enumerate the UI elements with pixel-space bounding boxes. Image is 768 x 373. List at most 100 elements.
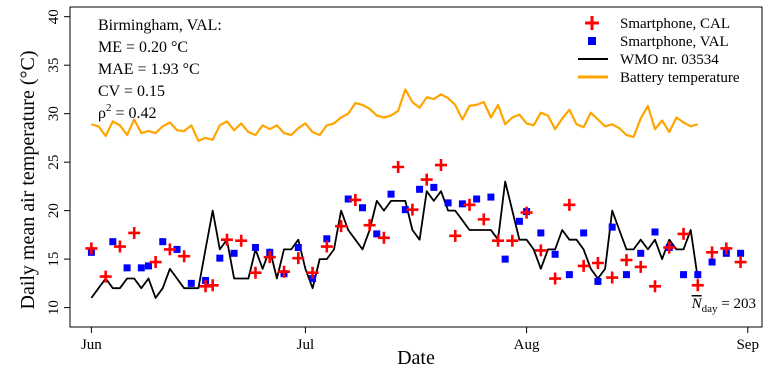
cal-point — [648, 280, 661, 293]
cal-point — [292, 252, 305, 265]
val-point — [580, 229, 588, 237]
val-point — [444, 199, 452, 207]
cal-point — [335, 220, 348, 233]
val-point — [737, 249, 745, 257]
val-point — [144, 262, 152, 270]
val-point — [487, 193, 495, 201]
cal-point — [634, 260, 647, 273]
cal-point — [520, 206, 533, 219]
cal-point — [363, 219, 376, 232]
cal-point — [563, 198, 576, 211]
cal-point — [506, 234, 519, 247]
legend-battery-label: Battery temperature — [620, 70, 740, 86]
val-point — [430, 183, 438, 191]
y-tick-label: 10 — [46, 300, 62, 315]
plot-frame — [69, 6, 763, 328]
val-point — [323, 235, 331, 243]
cal-point — [677, 227, 690, 240]
cal-point — [549, 272, 562, 285]
y-tick-label: 20 — [46, 203, 62, 218]
val-point — [137, 264, 145, 272]
stats-title: Birmingham, VAL: — [98, 17, 222, 34]
cal-point — [163, 243, 176, 256]
cal-point — [249, 266, 262, 279]
series-layer — [85, 88, 747, 299]
val-point — [358, 204, 366, 212]
cal-point — [577, 259, 590, 272]
legend-item-wmo: WMO nr. 03534 — [578, 52, 719, 68]
wmo-line — [90, 180, 699, 299]
val-point — [109, 238, 117, 246]
legend-cal-label: Smartphone, CAL — [620, 16, 730, 32]
stats-me: ME = 0.20 °C — [98, 39, 188, 56]
x-axis: Jun Jul Aug Sep — [81, 327, 759, 353]
legend-item-val: Smartphone, VAL — [588, 34, 729, 50]
val-point — [622, 271, 630, 279]
val-point — [680, 271, 688, 279]
cal-point — [263, 251, 276, 264]
val-point — [565, 271, 573, 279]
cal-point — [620, 254, 633, 267]
val-point — [551, 250, 559, 258]
legend-val-label: Smartphone, VAL — [620, 34, 729, 50]
legend-item-cal: Smartphone, CAL — [585, 16, 730, 32]
cal-point — [349, 193, 362, 206]
val-point — [594, 277, 602, 285]
cal-point — [406, 203, 419, 216]
cal-point — [206, 279, 219, 292]
y-tick-label: 35 — [46, 58, 62, 73]
val-point — [537, 229, 545, 237]
val-point — [473, 195, 481, 203]
val-point — [694, 271, 702, 279]
cal-point — [306, 266, 319, 279]
cal-point — [392, 161, 405, 173]
val-point — [651, 228, 659, 236]
cal-point — [534, 244, 547, 257]
cal-point — [178, 250, 191, 263]
cal-point — [420, 173, 433, 186]
val-point — [387, 190, 395, 198]
val-point — [123, 264, 131, 272]
x-tick-label: Jun — [81, 337, 102, 353]
cal-point — [691, 279, 704, 292]
cal-point — [663, 241, 676, 254]
y-tick-label: 40 — [46, 9, 62, 24]
val-point — [608, 223, 616, 231]
y-tick-label: 15 — [46, 252, 62, 267]
cal-point — [720, 242, 733, 255]
y-axis: 10 15 20 25 30 35 40 — [46, 9, 70, 315]
val-point — [401, 206, 409, 214]
val-point — [173, 245, 181, 253]
cal-point — [320, 240, 333, 253]
legend-item-battery: Battery temperature — [578, 70, 740, 86]
cal-point — [113, 240, 126, 253]
cal-point — [235, 234, 248, 247]
cal-point — [463, 198, 476, 211]
cal-point — [734, 256, 747, 269]
legend-cal-marker — [585, 16, 599, 30]
y-tick-label: 25 — [46, 155, 62, 170]
val-point — [159, 238, 167, 246]
val-point — [216, 254, 224, 262]
val-point — [187, 279, 195, 287]
y-tick-label: 30 — [46, 106, 62, 121]
cal-point — [99, 270, 112, 283]
stats-rho: ρ2 = 0.42 — [98, 102, 157, 122]
val-point — [458, 200, 466, 208]
val-point — [637, 249, 645, 257]
cal-point — [278, 265, 291, 278]
cal-point — [706, 246, 719, 259]
legend-wmo-label: WMO nr. 03534 — [620, 52, 719, 68]
stats-mae: MAE = 1.93 °C — [98, 61, 200, 78]
cal-point — [220, 233, 233, 246]
val-point — [515, 217, 523, 225]
cal-point — [477, 213, 490, 226]
stats-annotation: Birmingham, VAL: ME = 0.20 °C MAE = 1.93… — [98, 17, 222, 122]
val-point — [230, 249, 238, 257]
x-tick-label: Jul — [297, 337, 315, 353]
x-tick-label: Aug — [514, 337, 540, 353]
x-tick-label: Sep — [736, 337, 759, 353]
cal-point — [149, 256, 162, 269]
cal-point — [449, 229, 462, 242]
